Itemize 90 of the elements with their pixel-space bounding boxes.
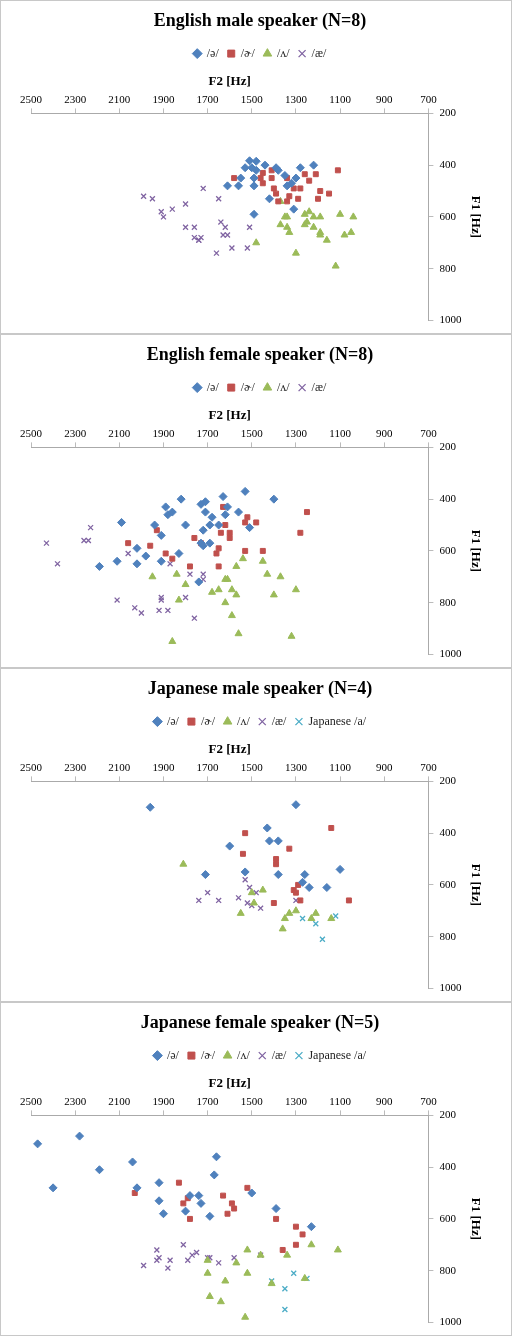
legend-label: /ə/ xyxy=(206,45,220,60)
x-axis-title: F2 [Hz] xyxy=(208,1074,251,1090)
legend-label: Japanese /a/ xyxy=(308,713,367,728)
x-tick-label: 2300 xyxy=(64,760,87,773)
y-tick-label: 600 xyxy=(439,543,457,556)
x-tick-label: 2100 xyxy=(108,760,131,773)
legend-label: /æ/ xyxy=(311,45,327,60)
x-tick-label: 2100 xyxy=(108,92,131,105)
legend-label: /ə/ xyxy=(206,379,220,394)
y-tick-label: 200 xyxy=(439,774,457,787)
legend-label: /ɚ/ xyxy=(200,1047,216,1062)
y-tick-label: 200 xyxy=(439,1108,457,1121)
y-axis-title: F1 [Hz] xyxy=(468,195,484,239)
x-tick-label: 1700 xyxy=(196,1094,220,1107)
x-tick-label: 900 xyxy=(375,760,393,773)
x-axis-title: F2 [Hz] xyxy=(208,406,251,422)
x-tick-label: 1100 xyxy=(329,426,352,439)
legend-label: /ɚ/ xyxy=(240,379,256,394)
x-axis-title: F2 [Hz] xyxy=(208,740,251,756)
x-axis-title: F2 [Hz] xyxy=(208,72,251,88)
legend-label: /ʌ/ xyxy=(237,1047,251,1062)
x-tick-label: 900 xyxy=(375,426,393,439)
y-tick-label: 400 xyxy=(439,826,457,839)
x-tick-label: 700 xyxy=(420,92,438,105)
x-tick-label: 1500 xyxy=(240,92,264,105)
x-tick-label: 900 xyxy=(375,92,393,105)
x-tick-label: 2300 xyxy=(64,426,87,439)
x-tick-label: 1900 xyxy=(152,92,175,105)
legend-label: Japanese /a/ xyxy=(308,1047,367,1062)
x-tick-label: 1100 xyxy=(329,760,352,773)
x-tick-label: 1500 xyxy=(240,1094,264,1107)
x-tick-label: 1300 xyxy=(284,426,308,439)
y-tick-label: 800 xyxy=(439,929,457,942)
x-tick-label: 1300 xyxy=(284,92,308,105)
legend-label: /ə/ xyxy=(166,1047,180,1062)
x-tick-label: 1700 xyxy=(196,426,220,439)
y-tick-label: 400 xyxy=(439,158,457,171)
x-tick-label: 2500 xyxy=(20,760,43,773)
x-tick-label: 1900 xyxy=(152,760,175,773)
legend-label: /ʌ/ xyxy=(237,713,251,728)
x-tick-label: 1300 xyxy=(284,1094,308,1107)
x-tick-label: 2500 xyxy=(20,1094,43,1107)
x-tick-label: 1100 xyxy=(329,92,352,105)
x-tick-label: 1700 xyxy=(196,92,220,105)
y-tick-label: 1000 xyxy=(439,981,462,994)
y-tick-label: 800 xyxy=(439,261,457,274)
x-tick-label: 2300 xyxy=(64,1094,87,1107)
x-tick-label: 700 xyxy=(420,1094,438,1107)
legend-label: /ɚ/ xyxy=(240,45,256,60)
x-tick-label: 1300 xyxy=(284,760,308,773)
y-axis-title: F1 [Hz] xyxy=(468,1197,484,1241)
legend-label: /ə/ xyxy=(166,713,180,728)
x-tick-label: 2500 xyxy=(20,426,43,439)
legend-label: /æ/ xyxy=(271,1047,288,1062)
y-tick-label: 1000 xyxy=(439,647,462,660)
y-axis-title: F1 [Hz] xyxy=(468,863,484,907)
y-axis-title: F1 [Hz] xyxy=(468,529,484,573)
legend-label: /ɚ/ xyxy=(200,713,216,728)
x-tick-label: 1700 xyxy=(196,760,220,773)
y-tick-label: 200 xyxy=(439,440,457,453)
y-tick-label: 400 xyxy=(439,1160,457,1173)
chart-title: Japanese female speaker (N=5) xyxy=(140,1012,380,1034)
chart-title: Japanese male speaker (N=4) xyxy=(147,678,373,700)
chart-title: English male speaker (N=8) xyxy=(153,10,367,32)
x-tick-label: 1900 xyxy=(152,1094,175,1107)
legend-label: /æ/ xyxy=(271,713,288,728)
y-tick-label: 1000 xyxy=(439,1315,462,1328)
y-tick-label: 400 xyxy=(439,492,457,505)
x-tick-label: 700 xyxy=(420,760,438,773)
legend-label: /ʌ/ xyxy=(276,45,291,60)
x-tick-label: 700 xyxy=(420,426,438,439)
x-tick-label: 1500 xyxy=(240,760,264,773)
x-tick-label: 2100 xyxy=(108,1094,131,1107)
chart-title: English female speaker (N=8) xyxy=(146,344,374,366)
x-tick-label: 1500 xyxy=(240,426,264,439)
y-tick-label: 800 xyxy=(439,1263,457,1276)
y-tick-label: 600 xyxy=(439,1211,457,1224)
legend-label: /ʌ/ xyxy=(276,379,291,394)
legend-label: /æ/ xyxy=(311,379,327,394)
x-tick-label: 2300 xyxy=(64,92,87,105)
y-tick-label: 600 xyxy=(439,209,457,222)
y-tick-label: 600 xyxy=(439,877,457,890)
x-tick-label: 1900 xyxy=(152,426,175,439)
x-tick-label: 2500 xyxy=(20,92,43,105)
y-tick-label: 1000 xyxy=(439,313,462,326)
x-tick-label: 900 xyxy=(375,1094,393,1107)
x-tick-label: 2100 xyxy=(108,426,131,439)
y-tick-label: 800 xyxy=(439,595,457,608)
x-tick-label: 1100 xyxy=(329,1094,352,1107)
y-tick-label: 200 xyxy=(439,106,457,119)
